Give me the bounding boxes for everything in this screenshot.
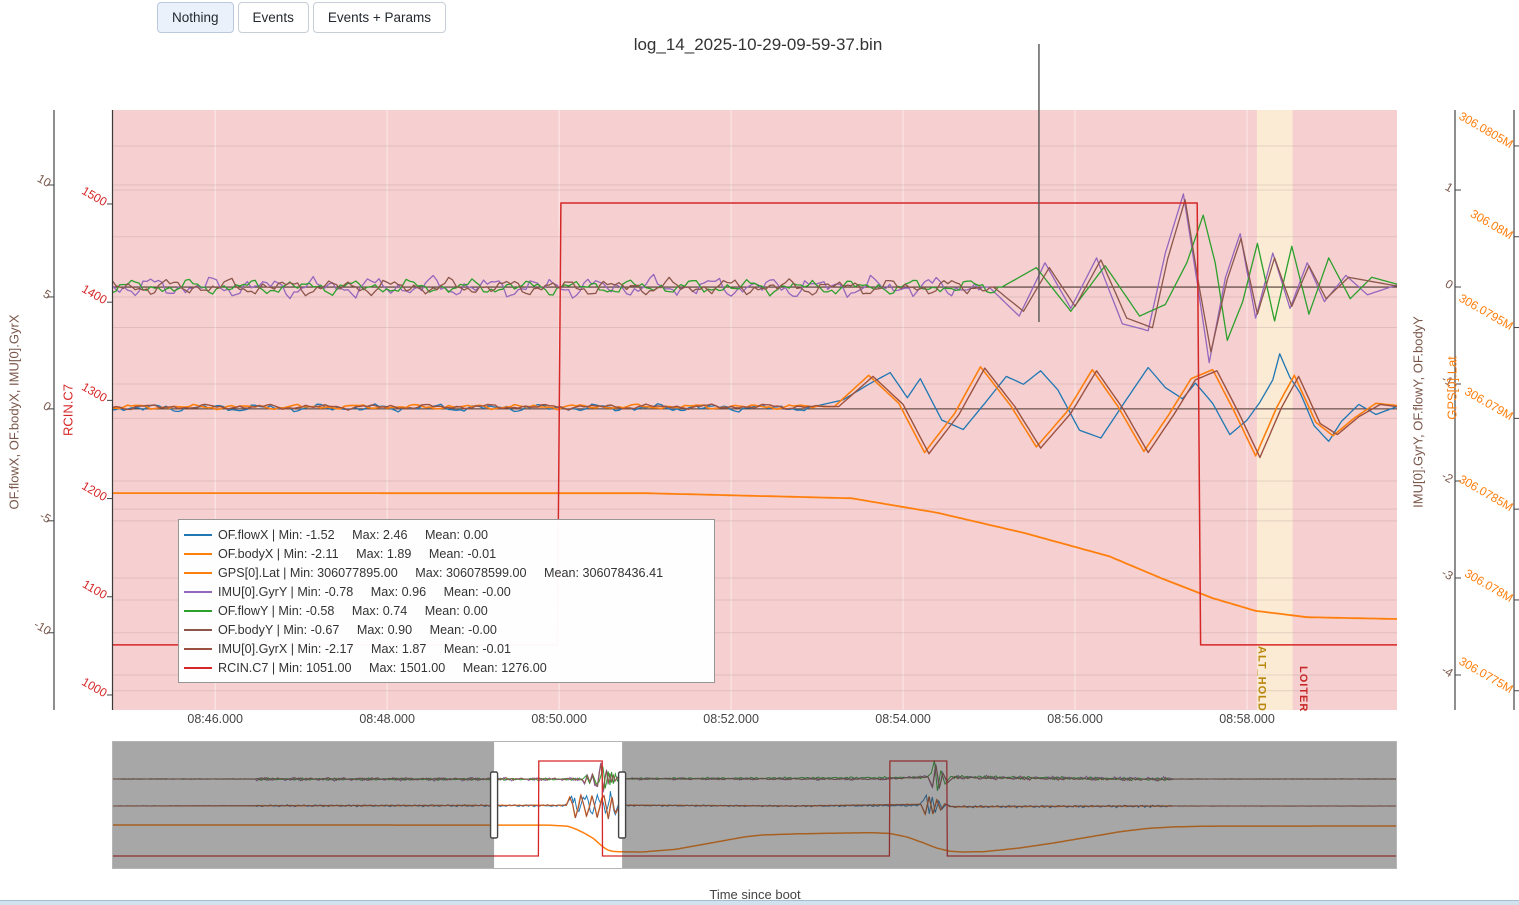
- series-line-OF-bodyY: [112, 199, 1397, 353]
- legend: OF.flowX | Min: -1.52 Max: 2.46 Mean: 0.…: [178, 519, 715, 683]
- legend-item[interactable]: OF.flowX | Min: -1.52 Max: 2.46 Mean: 0.…: [184, 525, 704, 544]
- series-line-OF-bodyX: [112, 366, 1397, 457]
- legend-item[interactable]: OF.bodyX | Min: -2.11 Max: 1.89 Mean: -0…: [184, 544, 704, 563]
- series-line-GPS-0-Lat: [112, 492, 1397, 620]
- legend-label: RCIN.C7 | Min: 1051.00 Max: 1501.00 Mean…: [218, 660, 547, 675]
- rangeslider[interactable]: [112, 741, 1397, 869]
- legend-label: GPS[0].Lat | Min: 306077895.00 Max: 3060…: [218, 565, 664, 580]
- legend-label: OF.flowX | Min: -1.52 Max: 2.46 Mean: 0.…: [218, 527, 488, 542]
- rangeslider-series-OF-bodyY: [112, 763, 1397, 791]
- legend-item[interactable]: IMU[0].GyrY | Min: -0.78 Max: 0.96 Mean:…: [184, 582, 704, 601]
- legend-swatch: [184, 647, 212, 650]
- series-line-OF-flowY: [112, 214, 1397, 342]
- legend-swatch: [184, 666, 212, 669]
- rangeslider-series-IMU-0-GyrX: [112, 793, 1397, 820]
- toolbar-button-events-params[interactable]: Events + Params: [312, 2, 446, 33]
- rangeslider-handle-left[interactable]: [489, 771, 499, 839]
- rangeslider-handle-right[interactable]: [617, 771, 627, 839]
- rangeslider-series-GPS-0-Lat: [112, 824, 1397, 853]
- chart-title: log_14_2025-10-29-09-59-37.bin: [633, 35, 883, 54]
- legend-item[interactable]: GPS[0].Lat | Min: 306077895.00 Max: 3060…: [184, 563, 704, 582]
- legend-item[interactable]: RCIN.C7 | Min: 1051.00 Max: 1501.00 Mean…: [184, 658, 704, 677]
- legend-swatch: [184, 590, 212, 593]
- rangeslider-mask-right: [622, 741, 1397, 869]
- annotation-mode-toolbar: Nothing Events Events + Params: [157, 2, 446, 33]
- toolbar-button-nothing[interactable]: Nothing: [157, 2, 234, 33]
- legend-swatch: [184, 609, 212, 612]
- toolbar-button-events[interactable]: Events: [237, 2, 309, 33]
- legend-item[interactable]: OF.bodyY | Min: -0.67 Max: 0.90 Mean: -0…: [184, 620, 704, 639]
- legend-label: IMU[0].GyrY | Min: -0.78 Max: 0.96 Mean:…: [218, 584, 511, 599]
- bottom-scroll-strip[interactable]: [0, 900, 1519, 905]
- legend-swatch: [184, 533, 212, 536]
- legend-label: IMU[0].GyrX | Min: -2.17 Max: 1.87 Mean:…: [218, 641, 512, 656]
- flight-mode-band-loiter: [1292, 110, 1397, 710]
- series-line-IMU-0-GyrY: [112, 193, 1397, 364]
- legend-swatch: [184, 628, 212, 631]
- rangeslider-background: [112, 741, 1397, 869]
- flight-mode-band-alt_hold: [1256, 110, 1293, 710]
- x-axis-title: Time since boot: [709, 887, 801, 902]
- legend-label: OF.bodyX | Min: -2.11 Max: 1.89 Mean: -0…: [218, 546, 497, 561]
- rangeslider-mask-left: [112, 741, 495, 869]
- legend-swatch: [184, 552, 212, 555]
- legend-label: OF.flowY | Min: -0.58 Max: 0.74 Mean: 0.…: [218, 603, 488, 618]
- legend-item[interactable]: IMU[0].GyrX | Min: -2.17 Max: 1.87 Mean:…: [184, 639, 704, 658]
- rangeslider-border: [112, 741, 1397, 869]
- legend-label: OF.bodyY | Min: -0.67 Max: 0.90 Mean: -0…: [218, 622, 497, 637]
- legend-item[interactable]: OF.flowY | Min: -0.58 Max: 0.74 Mean: 0.…: [184, 601, 704, 620]
- legend-swatch: [184, 571, 212, 574]
- series-line-IMU-0-GyrX: [112, 367, 1397, 459]
- rangeslider-series-RCIN-C7: [112, 760, 1397, 857]
